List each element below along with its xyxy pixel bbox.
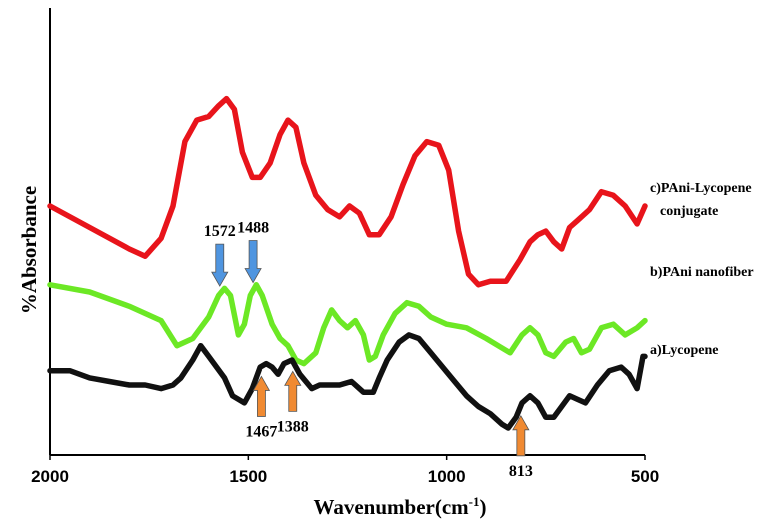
x-axis-title-main: Wavenumber(cm [314, 495, 470, 519]
x-ticks: 2000 1500 1000 500 [31, 455, 659, 486]
x-tick-label-500: 500 [631, 467, 659, 486]
peak-marker-1488: 1488 [237, 220, 269, 284]
x-tick-label-2000: 2000 [31, 467, 69, 486]
series-layer [47, 95, 648, 431]
peak-marker-1572: 1572 [204, 223, 236, 287]
series-line-pani-nanofiber [47, 282, 648, 367]
axes [49, 8, 645, 456]
peak-arrow-1388 [284, 370, 302, 412]
peak-arrow-1467 [252, 375, 271, 417]
peak-label-1388: 1388 [277, 418, 309, 435]
series-line-pani-lycopene-conjugate [47, 95, 648, 288]
series-label-pani-lycopene: c)PAni-Lycopene [650, 181, 752, 196]
peak-annotations: 1572 1488 1467 1388 813 [204, 220, 533, 480]
x-tick-label-1000: 1000 [428, 467, 466, 486]
peak-label-1488: 1488 [237, 220, 269, 237]
y-axis-title: %Absorbance [17, 186, 41, 314]
peak-arrow-813 [512, 414, 530, 457]
peak-marker-1388: 1388 [277, 370, 309, 435]
x-axis-title-sup: -1 [469, 494, 480, 509]
series-labels: c)PAni-Lycopene conjugate b)PAni nanofiber… [650, 181, 754, 358]
x-tick-label-1500: 1500 [229, 467, 267, 486]
series-line-lycopene [47, 332, 648, 431]
x-axis-title: Wavenumber(cm-1) [314, 494, 487, 519]
peak-arrow-1488 [244, 240, 262, 284]
series-label-lycopene: a)Lycopene [650, 343, 718, 358]
peak-marker-813: 813 [509, 414, 533, 480]
peak-label-1467: 1467 [245, 423, 277, 440]
peak-label-1572: 1572 [204, 223, 236, 240]
series-label-conjugate: conjugate [660, 204, 718, 219]
series-label-pani-nanofiber: b)PAni nanofiber [650, 265, 754, 280]
peak-marker-1467: 1467 [245, 375, 277, 440]
peak-label-813: 813 [509, 463, 533, 480]
x-axis-title-close: ) [480, 495, 487, 519]
peak-arrow-1572 [211, 243, 229, 287]
